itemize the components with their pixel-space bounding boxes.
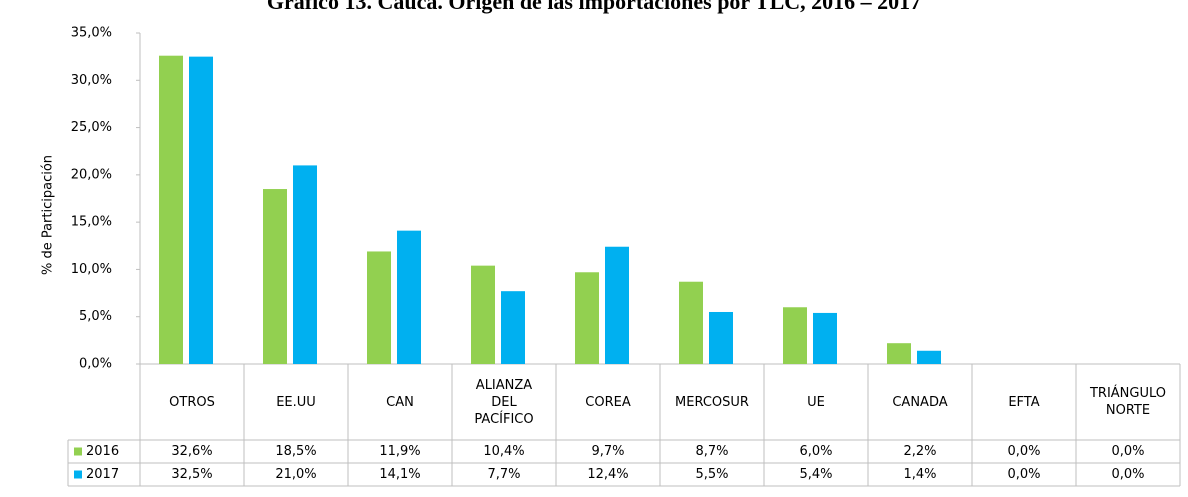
legend-label: 2017 — [86, 467, 119, 482]
bar — [575, 272, 599, 364]
bar — [783, 307, 807, 364]
category-cell: OTROS — [169, 394, 215, 410]
bar — [367, 251, 391, 364]
data-label: 7,7% — [487, 467, 520, 482]
bar — [397, 230, 421, 364]
data-label: 2,2% — [903, 444, 936, 459]
x-tick-label: ALIANZA DEL PACÍFICO — [474, 377, 534, 427]
category-cell: COREA — [585, 394, 631, 410]
data-label: 0,0% — [1007, 444, 1040, 459]
legend-swatch — [74, 447, 82, 456]
legend-label: 2016 — [86, 444, 119, 459]
data-label: 0,0% — [1111, 467, 1144, 482]
data-label: 0,0% — [1111, 444, 1144, 459]
x-tick-label: COREA — [585, 394, 631, 410]
y-tick-label: 20,0% — [71, 167, 112, 182]
bar — [471, 265, 495, 364]
legend-swatch — [74, 470, 82, 479]
x-tick-label: UE — [807, 394, 825, 410]
data-label: 12,4% — [587, 467, 628, 482]
y-tick-label: 30,0% — [71, 73, 112, 88]
bar — [887, 343, 911, 364]
bar — [605, 246, 629, 364]
y-tick-label: 5,0% — [79, 309, 112, 324]
x-tick-label: OTROS — [169, 394, 215, 410]
bar — [679, 281, 703, 364]
x-tick-label: EE.UU — [276, 394, 316, 410]
data-label: 1,4% — [903, 467, 936, 482]
data-label: 9,7% — [591, 444, 624, 459]
data-label: 5,5% — [695, 467, 728, 482]
category-cell: CANADA — [892, 394, 948, 410]
category-cell: EE.UU — [276, 394, 316, 410]
x-tick-label: TRIÁNGULO NORTE — [1089, 386, 1167, 418]
x-tick-label: MERCOSUR — [675, 394, 749, 410]
data-label: 32,6% — [171, 444, 212, 459]
bar — [917, 350, 941, 364]
data-label: 0,0% — [1007, 467, 1040, 482]
bar — [709, 311, 733, 364]
category-cell: CAN — [386, 394, 414, 410]
category-cell: TRIÁNGULO NORTE — [1089, 386, 1167, 418]
bar — [293, 165, 317, 364]
chart-title: Gráfico 13. Cauca. Origen de las importa… — [267, 0, 921, 14]
bar — [501, 291, 525, 364]
bar — [189, 56, 213, 365]
x-tick-label: CANADA — [892, 394, 948, 410]
category-cell: ALIANZA DEL PACÍFICO — [474, 377, 534, 427]
y-tick-label: 0,0% — [79, 357, 112, 372]
y-tick-label: 10,0% — [71, 262, 112, 277]
data-label: 6,0% — [799, 444, 832, 459]
data-label: 11,9% — [379, 444, 420, 459]
category-cell: MERCOSUR — [675, 394, 749, 410]
y-tick-label: 15,0% — [71, 215, 112, 230]
data-label: 14,1% — [379, 467, 420, 482]
bar — [813, 312, 837, 364]
bar — [159, 55, 183, 364]
y-tick-label: 25,0% — [71, 120, 112, 135]
data-label: 10,4% — [483, 444, 524, 459]
y-axis-label: % de Participación — [41, 155, 56, 275]
category-cell: UE — [807, 394, 825, 410]
y-tick-label: 35,0% — [71, 26, 112, 41]
x-tick-label: CAN — [386, 394, 414, 410]
bar — [263, 189, 287, 364]
data-label: 5,4% — [799, 467, 832, 482]
data-label: 8,7% — [695, 444, 728, 459]
x-tick-label: EFTA — [1008, 394, 1040, 410]
data-label: 18,5% — [275, 444, 316, 459]
data-label: 32,5% — [171, 467, 212, 482]
category-cell: EFTA — [1008, 394, 1040, 410]
data-label: 21,0% — [275, 467, 316, 482]
